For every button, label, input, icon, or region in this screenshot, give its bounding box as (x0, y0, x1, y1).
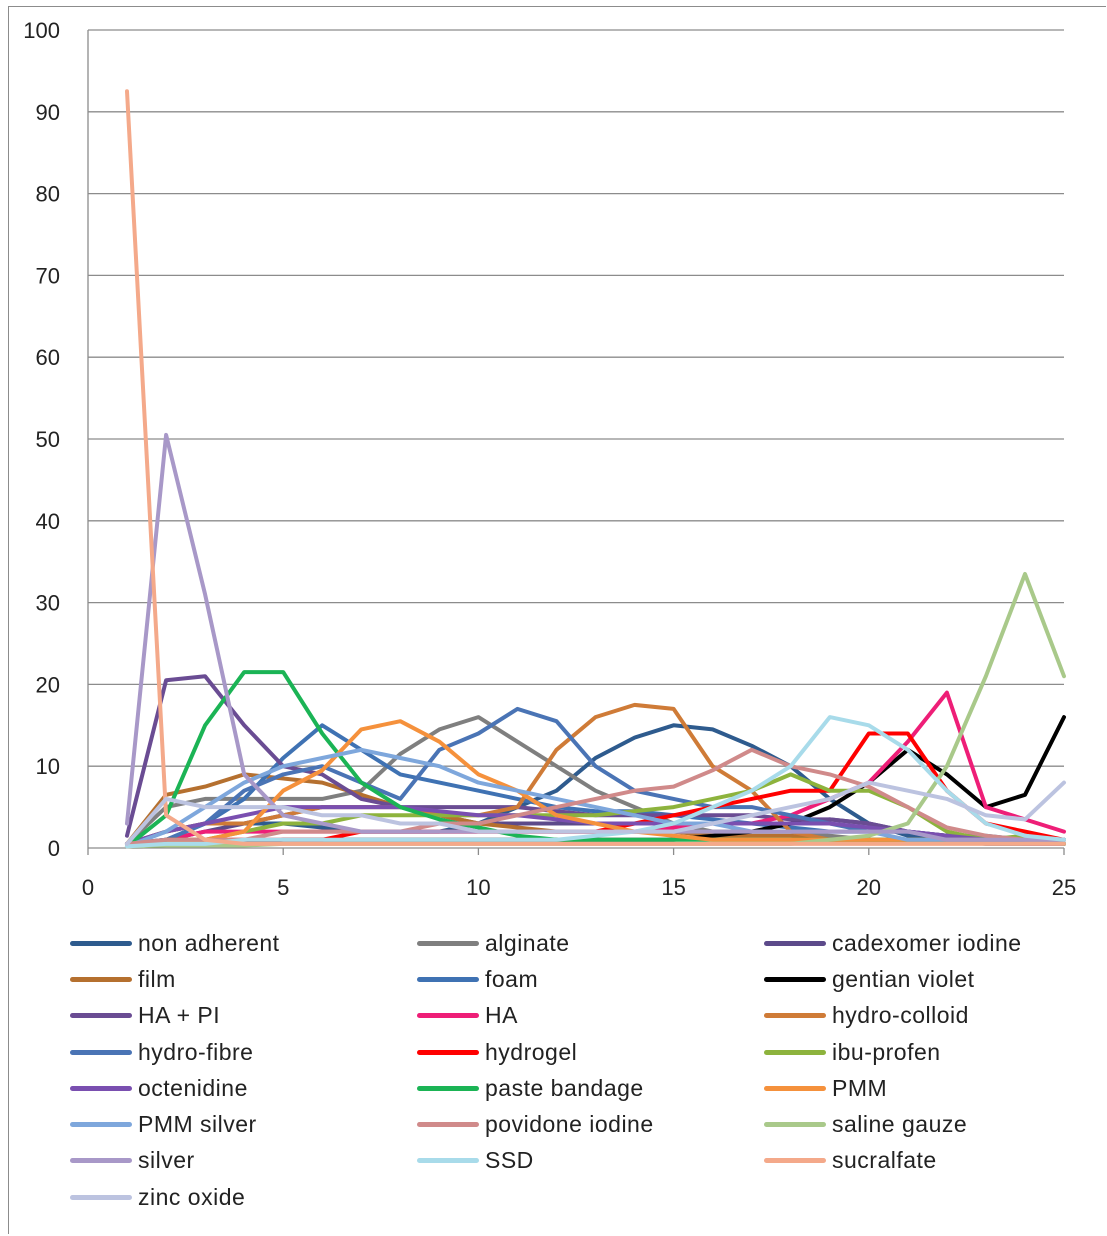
legend-label: saline gauze (832, 1111, 968, 1138)
legend-item: hydro-fibre (70, 1034, 417, 1070)
x-tick-label: 0 (82, 875, 94, 900)
y-tick-label: 20 (36, 672, 60, 697)
legend-swatch (417, 940, 479, 946)
legend-label: HA (485, 1002, 518, 1029)
legend-swatch (764, 1085, 826, 1091)
legend-item: PMM (764, 1070, 1090, 1106)
legend-item: gentian violet (764, 961, 1090, 997)
legend-item: sucralfate (764, 1143, 1090, 1179)
legend-label: SSD (485, 1147, 534, 1174)
legend-item: SSD (417, 1143, 764, 1179)
legend-item: zinc oxide (70, 1179, 417, 1215)
legend-item: film (70, 961, 417, 997)
x-tick-label: 25 (1052, 875, 1076, 900)
legend-label: zinc oxide (138, 1183, 246, 1210)
legend-label: ibu-profen (832, 1038, 941, 1065)
legend-item: hydro-colloid (764, 998, 1090, 1034)
legend-item: PMM silver (70, 1106, 417, 1142)
legend-label: foam (485, 965, 539, 992)
legend-label: alginate (485, 929, 570, 956)
legend-item: HA (417, 998, 764, 1034)
legend-label: octenidine (138, 1074, 248, 1101)
legend-swatch (70, 1194, 132, 1200)
x-tick-label: 5 (277, 875, 289, 900)
legend-item: cadexomer iodine (764, 925, 1090, 961)
series-line-sucralfate (125, 89, 1066, 846)
legend-swatch (764, 1158, 826, 1164)
x-tick-label: 15 (661, 875, 685, 900)
legend-item: HA + PI (70, 998, 417, 1034)
chart-frame (8, 6, 1106, 1234)
legend-item: foam (417, 961, 764, 997)
legend-swatch (417, 1122, 479, 1128)
legend-label: povidone iodine (485, 1111, 654, 1138)
legend-label: HA + PI (138, 1002, 221, 1029)
legend-label: silver (138, 1147, 195, 1174)
legend-swatch (417, 1013, 479, 1019)
legend-label: gentian violet (832, 965, 975, 992)
y-tick-label: 10 (36, 754, 60, 779)
legend-label: film (138, 965, 176, 992)
gridlines (88, 29, 1064, 767)
legend-item: silver (70, 1143, 417, 1179)
legend-swatch (764, 940, 826, 946)
series-line-pmm-silver (125, 747, 1066, 849)
legend-label: hydrogel (485, 1038, 578, 1065)
y-tick-label: 100 (23, 18, 60, 43)
y-tick-label: 0 (48, 836, 60, 861)
legend-label: cadexomer iodine (832, 929, 1022, 956)
series-line-povidone-iodine (125, 747, 1066, 846)
tick-labels: 0 10 20 30 40 50 60 70 80 90 100 0 5 10 15 20 25 (23, 18, 1076, 900)
y-tick-label: 70 (36, 263, 60, 288)
legend-label: PMM (832, 1074, 888, 1101)
legend-swatch (417, 1085, 479, 1091)
y-tick-label: 80 (36, 182, 60, 207)
legend-label: sucralfate (832, 1147, 937, 1174)
legend-swatch (417, 1158, 479, 1164)
legend-swatch (764, 1122, 826, 1128)
y-tick-label: 90 (36, 100, 60, 125)
legend-label: non adherent (138, 929, 280, 956)
y-tick-label: 40 (36, 509, 60, 534)
legend-swatch (764, 976, 826, 982)
legend-swatch (70, 1158, 132, 1164)
series-lines (125, 89, 1066, 849)
legend-swatch (70, 940, 132, 946)
legend: non adherent alginate cadexomer iodine film… (70, 925, 1090, 1215)
legend-label: hydro-colloid (832, 1002, 969, 1029)
legend-item: hydrogel (417, 1034, 764, 1070)
y-tick-label: 60 (36, 345, 60, 370)
legend-swatch (764, 1013, 826, 1019)
legend-item: ibu-profen (764, 1034, 1090, 1070)
series-line-ssd (125, 715, 1066, 849)
legend-swatch (417, 1049, 479, 1055)
legend-swatch (70, 1013, 132, 1019)
legend-swatch (417, 976, 479, 982)
x-tick-label: 20 (857, 875, 881, 900)
legend-item: alginate (417, 925, 764, 961)
x-tick-label: 10 (466, 875, 490, 900)
y-tick-label: 50 (36, 427, 60, 452)
legend-item: non adherent (70, 925, 417, 961)
legend-swatch (764, 1049, 826, 1055)
legend-label: paste bandage (485, 1074, 644, 1101)
axes (87, 30, 1065, 855)
legend-item: paste bandage (417, 1070, 764, 1106)
legend-item: octenidine (70, 1070, 417, 1106)
legend-item: saline gauze (764, 1106, 1090, 1142)
legend-swatch (70, 1049, 132, 1055)
legend-label: hydro-fibre (138, 1038, 254, 1065)
legend-item: povidone iodine (417, 1106, 764, 1142)
y-tick-label: 30 (36, 591, 60, 616)
legend-swatch (70, 1085, 132, 1091)
legend-swatch (70, 1122, 132, 1128)
legend-swatch (70, 976, 132, 982)
legend-label: PMM silver (138, 1111, 257, 1138)
series-line-zinc-oxide (125, 780, 1066, 846)
